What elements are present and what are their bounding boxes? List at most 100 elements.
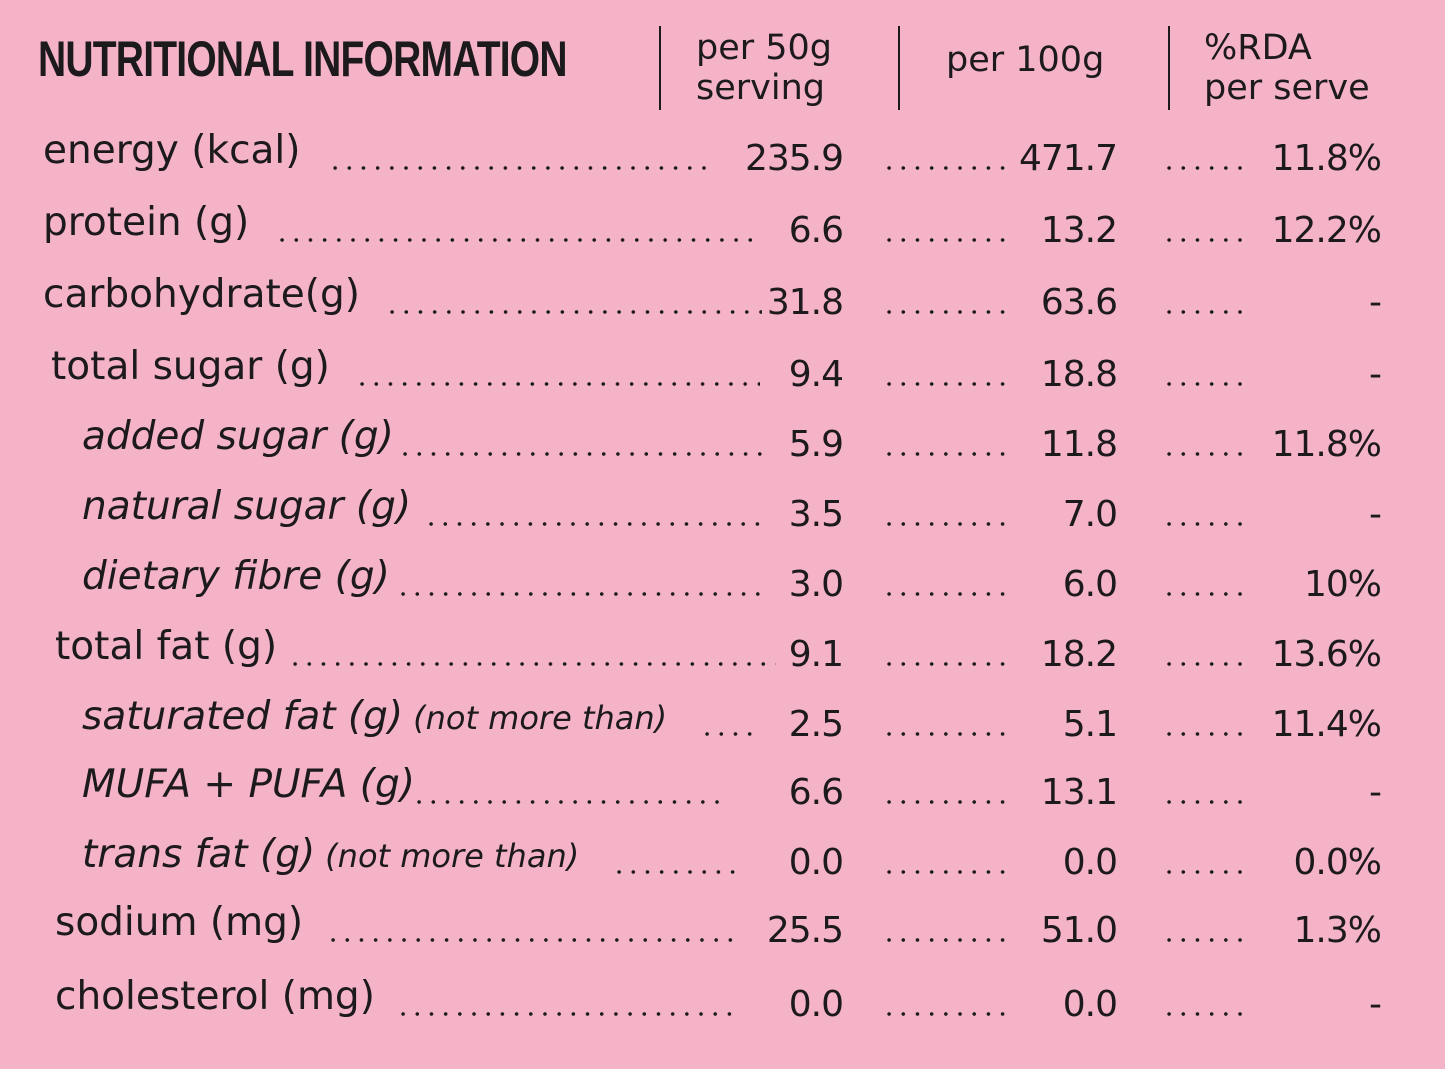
dot-leader	[882, 308, 1012, 316]
dot-leader	[882, 936, 1012, 944]
header-per-100g: per 100g	[946, 40, 1105, 80]
value-rda: -	[1369, 772, 1382, 813]
nutrient-label: natural sugar (g)	[82, 482, 411, 532]
value-per-serving: 0.0	[788, 842, 844, 883]
nutrient-name: natural sugar (g)	[82, 484, 412, 529]
column-divider	[659, 26, 661, 110]
nutrient-label: carbohydrate(g)	[43, 270, 360, 320]
dot-leader	[1162, 1010, 1242, 1018]
table-row: trans fat (g) (not more than) 0.0 0.0 0.0%	[0, 830, 1445, 890]
table-row: sodium (mg) 25.5 51.0 1.3%	[0, 898, 1445, 958]
dot-leader	[882, 520, 1012, 528]
dot-leader	[275, 236, 760, 244]
nutrient-name: carbohydrate(g)	[43, 272, 360, 317]
table-row: total sugar (g) 9.4 18.8 -	[0, 342, 1445, 402]
dot-leader	[1162, 730, 1242, 738]
value-per-100g: 7.0	[1062, 494, 1118, 535]
nutrient-label: cholesterol (mg)	[55, 972, 375, 1022]
value-rda: 13.6%	[1271, 634, 1382, 675]
nutrient-name: total sugar (g)	[51, 344, 330, 389]
table-row: energy (kcal) 235.9 471.7 11.8%	[0, 126, 1445, 186]
dot-leader	[398, 450, 766, 458]
dot-leader	[1162, 380, 1242, 388]
value-per-100g: 13.1	[1040, 772, 1118, 813]
nutrient-name: saturated fat (g)	[82, 694, 404, 739]
header-per-serving-line1: per 50g	[696, 28, 833, 68]
dot-leader	[882, 1010, 1012, 1018]
dot-leader	[1162, 590, 1242, 598]
dot-leader	[328, 164, 712, 172]
value-per-serving: 2.5	[788, 704, 844, 745]
value-per-serving: 0.0	[788, 984, 844, 1025]
nutrient-label: protein (g)	[43, 198, 249, 248]
dot-leader	[882, 660, 1012, 668]
value-rda: -	[1369, 282, 1382, 323]
column-divider	[1168, 26, 1170, 110]
value-per-100g: 471.7	[1018, 138, 1118, 179]
dot-leader	[882, 380, 1012, 388]
nutrient-name: protein (g)	[43, 200, 250, 245]
dot-leader	[412, 798, 724, 806]
nutrient-name: added sugar (g)	[82, 414, 394, 459]
dot-leader	[1162, 520, 1242, 528]
header-per-serving: per 50g serving	[696, 28, 832, 108]
nutrient-label: total fat (g)	[55, 622, 277, 672]
dot-leader	[396, 590, 762, 598]
value-per-serving: 235.9	[744, 138, 844, 179]
dot-leader	[424, 520, 764, 528]
value-per-100g: 6.0	[1062, 564, 1118, 605]
dot-leader	[1162, 236, 1242, 244]
value-per-serving: 5.9	[788, 424, 844, 465]
table-row: MUFA + PUFA (g) 6.6 13.1 -	[0, 760, 1445, 820]
dot-leader	[396, 1010, 734, 1018]
table-row: natural sugar (g) 3.5 7.0 -	[0, 482, 1445, 542]
value-rda: 11.4%	[1271, 704, 1382, 745]
nutrient-label: total sugar (g)	[51, 342, 330, 392]
nutrient-name: cholesterol (mg)	[55, 974, 375, 1019]
dot-leader	[326, 936, 736, 944]
dot-leader	[1162, 450, 1242, 458]
nutrient-name: sodium (mg)	[55, 900, 304, 945]
value-per-100g: 0.0	[1062, 842, 1118, 883]
nutrient-name: total fat (g)	[55, 624, 278, 669]
dot-leader	[882, 450, 1012, 458]
value-rda: -	[1369, 354, 1382, 395]
nutrient-label: added sugar (g)	[82, 412, 394, 462]
value-per-100g: 51.0	[1040, 910, 1118, 951]
nutrient-note: (not more than)	[413, 699, 668, 737]
value-rda: 1.3%	[1293, 910, 1382, 951]
nutrient-label: trans fat (g) (not more than)	[82, 830, 579, 881]
nutrient-label: MUFA + PUFA (g)	[82, 760, 415, 810]
header-per-serving-line2: serving	[696, 68, 825, 108]
value-rda: 12.2%	[1271, 210, 1382, 251]
dot-leader	[1162, 868, 1242, 876]
value-per-serving: 6.6	[788, 772, 844, 813]
value-per-100g: 0.0	[1062, 984, 1118, 1025]
table-row: total fat (g) 9.1 18.2 13.6%	[0, 622, 1445, 682]
nutrient-label: sodium (mg)	[55, 898, 303, 948]
nutrient-name: energy (kcal)	[43, 128, 301, 173]
value-per-serving: 3.5	[788, 494, 844, 535]
value-rda: 0.0%	[1293, 842, 1382, 883]
dot-leader	[882, 236, 1012, 244]
value-rda: 11.8%	[1271, 424, 1382, 465]
dot-leader	[288, 660, 776, 668]
value-per-100g: 63.6	[1040, 282, 1118, 323]
nutrient-name: trans fat (g)	[82, 832, 316, 877]
table-row: carbohydrate(g) 31.8 63.6 -	[0, 270, 1445, 330]
value-per-serving: 9.1	[788, 634, 844, 675]
value-rda: -	[1369, 984, 1382, 1025]
table-row: protein (g) 6.6 13.2 12.2%	[0, 198, 1445, 258]
value-per-serving: 6.6	[788, 210, 844, 251]
value-per-100g: 5.1	[1062, 704, 1118, 745]
table-row: added sugar (g) 5.9 11.8 11.8%	[0, 412, 1445, 472]
dot-leader	[1162, 308, 1242, 316]
dot-leader	[1162, 936, 1242, 944]
value-rda: 11.8%	[1271, 138, 1382, 179]
column-divider	[898, 26, 900, 110]
dot-leader	[700, 730, 760, 738]
value-per-serving: 25.5	[766, 910, 844, 951]
value-per-100g: 18.2	[1040, 634, 1118, 675]
nutrient-name: dietary fibre (g)	[82, 554, 390, 599]
dot-leader	[1162, 660, 1242, 668]
